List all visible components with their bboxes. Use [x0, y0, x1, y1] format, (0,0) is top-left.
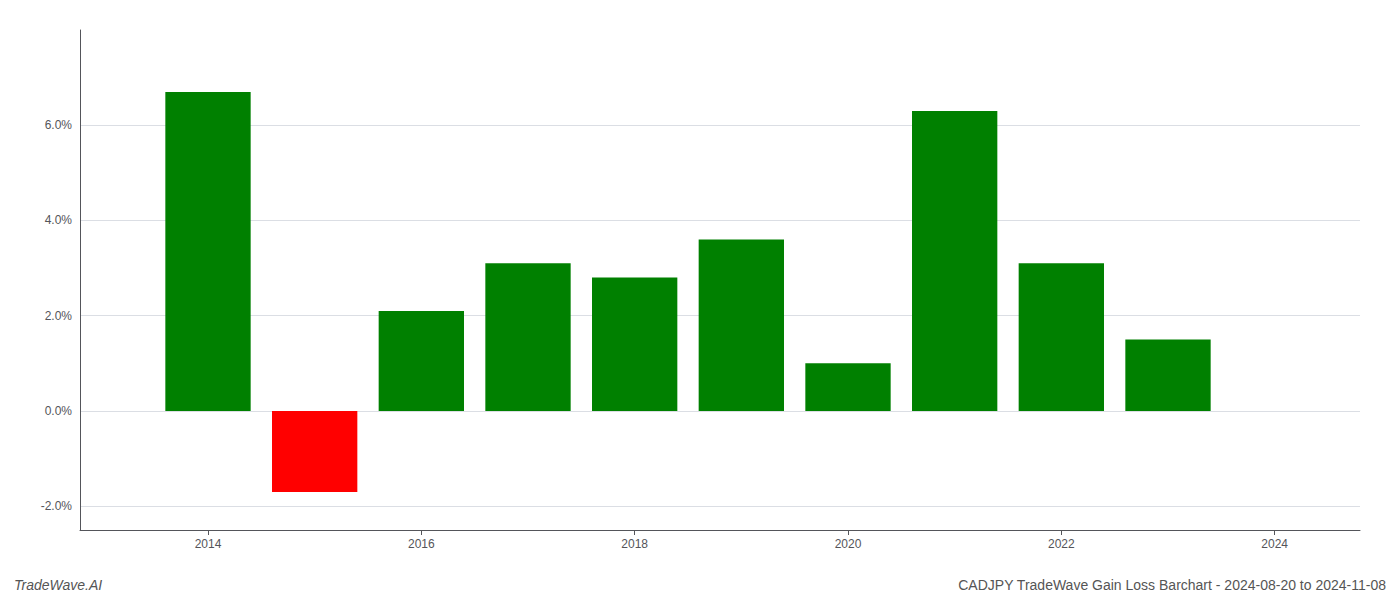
- svg-text:2024: 2024: [1261, 537, 1288, 551]
- svg-text:0.0%: 0.0%: [45, 404, 73, 418]
- svg-text:2014: 2014: [195, 537, 222, 551]
- svg-text:4.0%: 4.0%: [45, 213, 73, 227]
- svg-text:2018: 2018: [621, 537, 648, 551]
- svg-text:6.0%: 6.0%: [45, 118, 73, 132]
- svg-text:TradeWave.AI: TradeWave.AI: [14, 577, 102, 593]
- svg-text:-2.0%: -2.0%: [41, 499, 73, 513]
- svg-text:2016: 2016: [408, 537, 435, 551]
- svg-text:2.0%: 2.0%: [45, 309, 73, 323]
- svg-text:2020: 2020: [835, 537, 862, 551]
- svg-text:2022: 2022: [1048, 537, 1075, 551]
- svg-text:CADJPY TradeWave Gain Loss Bar: CADJPY TradeWave Gain Loss Barchart - 20…: [958, 577, 1386, 593]
